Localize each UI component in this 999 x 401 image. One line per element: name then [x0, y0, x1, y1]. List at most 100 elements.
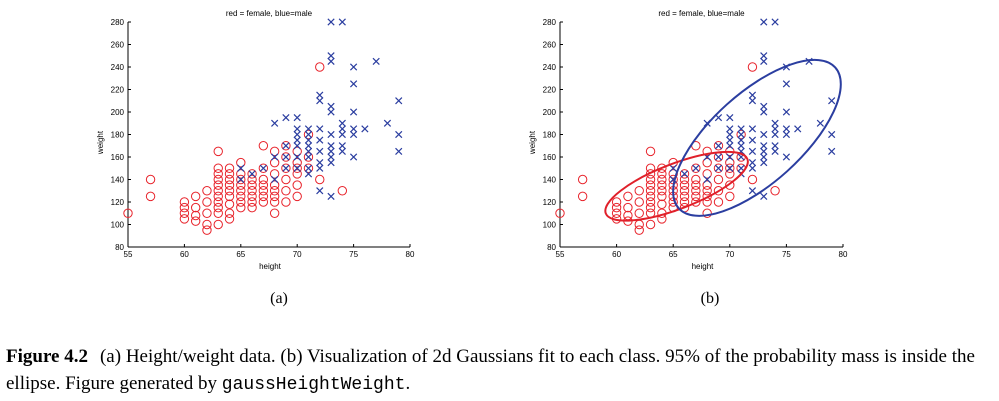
male-point: [327, 52, 335, 60]
male-point: [714, 142, 723, 150]
female-point: [258, 180, 269, 190]
female-point: [713, 141, 724, 151]
female-point: [247, 174, 257, 185]
female-point: [315, 62, 325, 72]
female-point: [702, 208, 712, 218]
x-tick-label: 55: [556, 250, 565, 259]
female-point: [747, 174, 758, 185]
female-point: [213, 163, 223, 173]
female-point: [679, 169, 690, 179]
female-point: [258, 174, 269, 185]
female-point: [213, 219, 223, 230]
male-point: [304, 125, 313, 133]
male-point: [304, 153, 313, 161]
female-point: [236, 157, 246, 168]
male-point: [327, 57, 335, 65]
male-point: [349, 125, 358, 133]
male-point: [692, 164, 700, 172]
female-point: [691, 197, 701, 207]
x-axis-label: height: [692, 262, 715, 271]
male-point: [760, 142, 768, 150]
male-point: [748, 164, 757, 172]
female-point: [247, 191, 257, 202]
male-point: [349, 63, 358, 71]
male-point: [737, 125, 745, 133]
female-point: [213, 174, 223, 185]
y-tick-label: 160: [111, 153, 125, 162]
y-axis-label: weight: [528, 130, 537, 155]
female-point: [292, 157, 302, 168]
female-point: [224, 180, 235, 190]
male-point: [760, 130, 768, 139]
female-point: [179, 202, 190, 213]
x-tick-label: 70: [725, 250, 734, 259]
y-tick-label: 240: [543, 63, 557, 72]
male-point: [327, 192, 335, 200]
female-point: [258, 191, 269, 202]
male-point: [771, 130, 779, 139]
male-point: [316, 125, 324, 133]
female-point: [179, 197, 190, 207]
x-axis-label: height: [259, 262, 282, 271]
male-point: [748, 187, 757, 195]
male-point: [760, 18, 768, 26]
female-point: [611, 208, 622, 218]
female-point: [236, 169, 246, 179]
female-point: [657, 174, 667, 185]
male-point: [748, 147, 757, 155]
male-point: [760, 159, 768, 167]
female-point: [202, 197, 212, 207]
male-point: [771, 18, 779, 26]
male-point: [338, 18, 346, 26]
male-point: [782, 80, 791, 88]
female-point: [702, 169, 712, 179]
female-point: [202, 219, 212, 230]
female-point: [269, 191, 280, 202]
female-point: [179, 214, 190, 224]
female-point: [691, 191, 701, 202]
male-point: [304, 142, 313, 150]
male-point: [771, 147, 779, 155]
male-point: [760, 52, 768, 60]
male-point: [771, 119, 779, 127]
female-point: [725, 169, 735, 179]
x-tick-label: 60: [180, 250, 189, 259]
male-point: [726, 153, 734, 161]
male-point: [771, 125, 779, 133]
female-point: [645, 186, 656, 196]
female-point: [657, 199, 667, 209]
x-tick-label: 80: [839, 250, 848, 259]
y-tick-label: 80: [115, 243, 124, 252]
male-point: [760, 108, 768, 116]
male-point: [782, 130, 791, 139]
male-point: [293, 164, 301, 172]
female-point: [258, 197, 269, 207]
female-point: [269, 208, 280, 218]
male-point: [327, 108, 335, 116]
male-point: [680, 170, 689, 178]
female-point: [725, 163, 735, 173]
female-point: [213, 169, 223, 179]
male-point: [316, 164, 324, 172]
female-point: [634, 208, 644, 218]
male-point: [748, 91, 757, 99]
female-point: [702, 186, 712, 196]
female-point: [247, 202, 257, 213]
male-point: [748, 97, 757, 105]
female-point: [213, 208, 223, 218]
female-point: [247, 197, 257, 207]
male-point: [282, 114, 290, 122]
male-point: [327, 102, 335, 110]
male-point: [338, 130, 346, 139]
y-tick-label: 140: [111, 176, 125, 185]
female-point: [623, 191, 633, 202]
x-tick-label: 60: [612, 250, 621, 259]
male-point: [771, 142, 779, 150]
female-point: [190, 191, 201, 202]
female-point: [224, 169, 235, 179]
female-point: [292, 180, 302, 190]
female-point: [657, 163, 667, 173]
plot-title: red = female, blue=male: [226, 9, 313, 18]
male-gaussian-ellipse: [672, 58, 842, 217]
male-point: [383, 119, 392, 127]
